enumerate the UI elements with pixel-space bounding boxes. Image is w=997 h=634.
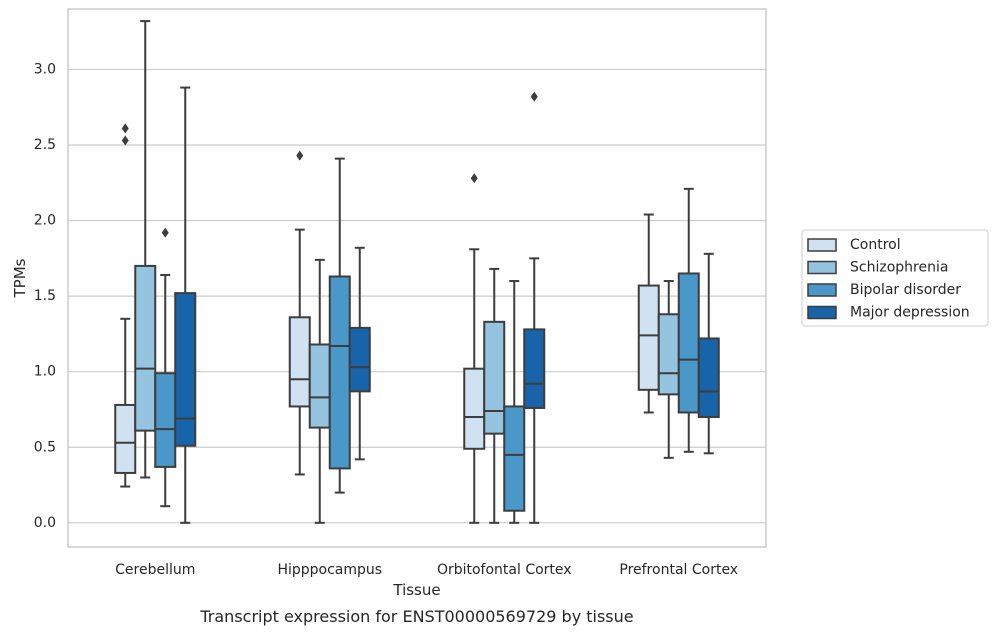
legend-swatch <box>807 260 837 275</box>
box-major-depression <box>348 246 371 461</box>
boxes <box>114 20 720 524</box>
legend-swatch <box>807 238 837 252</box>
box-iqr <box>637 284 660 391</box>
box-iqr <box>503 405 526 512</box>
box-bipolar-disorder <box>677 187 700 453</box>
box-bipolar-disorder <box>328 157 351 494</box>
box-control <box>637 213 660 414</box>
outlier-point <box>530 91 538 102</box>
box-major-depression <box>523 91 546 524</box>
box-major-depression <box>174 86 197 524</box>
y-axis-ticks: 0.0 0.5 1.0 1.5 2.0 2.5 3.0 <box>34 61 56 530</box>
box-schizophrenia <box>134 20 157 479</box>
legend-label: Schizophrenia <box>850 260 948 276</box>
legend-label: Major depression <box>850 305 970 321</box>
outlier-point <box>121 135 129 146</box>
box-control <box>114 123 137 488</box>
legend-label: Control <box>850 237 901 253</box>
outlier-point <box>470 173 478 184</box>
box-iqr <box>328 275 351 470</box>
box-schizophrenia <box>308 258 331 524</box>
box-iqr <box>308 343 331 429</box>
box-iqr <box>174 292 197 447</box>
chart-caption: Transcript expression for ENST0000056972… <box>199 607 633 626</box>
box-iqr <box>288 316 311 408</box>
plot-area-frame <box>67 8 767 548</box>
y-tick-label: 0.0 <box>34 515 56 531</box>
box-iqr <box>154 372 177 468</box>
x-axis-label: Tissue <box>392 581 440 599</box>
x-tick-label: Hipppocampus <box>277 562 382 578</box>
box-iqr <box>483 320 506 435</box>
box-bipolar-disorder <box>154 227 177 508</box>
box-iqr <box>677 272 700 414</box>
box-bipolar-disorder <box>503 280 526 524</box>
outlier-point <box>161 227 169 238</box>
outlier-point <box>121 123 129 134</box>
box-iqr <box>523 328 546 409</box>
y-axis-label: TPMs <box>11 258 29 298</box>
y-tick-label: 2.5 <box>34 137 56 153</box>
y-tick-label: 0.5 <box>34 439 56 455</box>
box-control <box>288 150 311 476</box>
box-major-depression <box>697 252 720 455</box>
x-axis-ticks: Cerebellum Hipppocampus Orbitofontal Corte… <box>115 562 738 578</box>
legend-swatch <box>807 305 837 320</box>
x-tick-label: Prefrontal Cortex <box>619 562 738 578</box>
legend-label: Bipolar disorder <box>850 282 961 298</box>
box-iqr <box>463 367 486 450</box>
y-tick-label: 3.0 <box>34 61 56 77</box>
outlier-point <box>296 150 304 161</box>
box-iqr <box>114 403 137 474</box>
box-iqr <box>348 326 371 393</box>
box-schizophrenia <box>483 267 506 524</box>
box-iqr <box>697 337 720 419</box>
x-tick-label: Cerebellum <box>115 562 195 578</box>
box-control <box>463 173 486 524</box>
y-tick-label: 1.5 <box>34 288 56 304</box>
box-schizophrenia <box>657 280 680 459</box>
box-iqr <box>657 313 680 396</box>
box-iqr <box>134 264 157 432</box>
y-tick-label: 1.0 <box>34 364 56 380</box>
legend: Control Schizophrenia Bipolar disorder Majo… <box>801 229 989 327</box>
y-tick-label: 2.0 <box>34 213 56 229</box>
x-tick-label: Orbitofontal Cortex <box>437 562 572 578</box>
legend-frame <box>801 229 989 327</box>
legend-swatch <box>807 283 837 297</box>
